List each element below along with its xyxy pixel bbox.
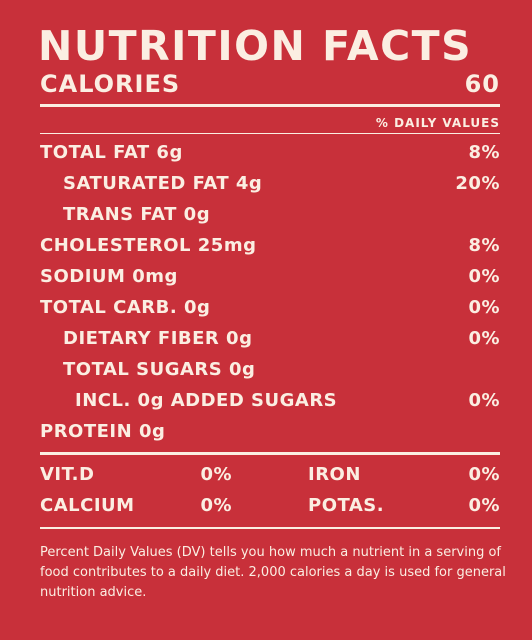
nutrient-label: TOTAL CARB. 0g [40,297,211,318]
calories-value: 60 [464,70,500,98]
daily-values-header: % DAILY VALUES [375,116,500,130]
nutrient-label: PROTEIN 0g [40,421,166,442]
nutrient-label: TOTAL FAT 6g [40,142,183,163]
nutrition-label: NUTRITION FACTS CALORIES 60 % DAILY VALU… [38,0,506,640]
nutrient-pct: 8% [468,235,500,256]
vitamin-label: VIT.D [40,464,95,485]
vitamin-row: CALCIUM 0% POTAS. 0% [40,491,500,522]
divider-thin [40,527,500,529]
mineral-pct: 0% [468,464,500,485]
mineral-pct: 0% [468,495,500,516]
calories-row: CALORIES 60 [40,70,500,98]
nutrient-label: TOTAL SUGARS 0g [63,359,256,380]
nutrient-label: CHOLESTEROL 25mg [40,235,257,256]
nutrient-row-cholesterol: CHOLESTEROL 25mg 8% [40,230,500,261]
nutrient-pct: 0% [468,297,500,318]
nutrient-row-protein: PROTEIN 0g [40,416,500,447]
nutrient-row-total-sugars: TOTAL SUGARS 0g [40,354,500,385]
divider-thick [40,104,500,107]
nutrient-row-sodium: SODIUM 0mg 0% [40,261,500,292]
nutrient-label: SATURATED FAT 4g [63,173,263,194]
nutrient-label: TRANS FAT 0g [63,204,211,225]
vitamin-label: CALCIUM [40,495,135,516]
nutrient-label: SODIUM 0mg [40,266,178,287]
divider-thin [40,133,500,134]
divider-thick [40,452,500,455]
nutrient-label: DIETARY FIBER 0g [63,328,253,349]
nutrient-row-dietary-fiber: DIETARY FIBER 0g 0% [40,323,500,354]
nutrient-pct: 0% [468,266,500,287]
calories-label: CALORIES [40,70,181,98]
vitamin-pct: 0% [200,495,232,516]
nutrient-row-added-sugars: INCL. 0g ADDED SUGARS 0% [40,385,500,416]
label-title: NUTRITION FACTS [38,22,473,70]
nutrient-label: INCL. 0g ADDED SUGARS [75,390,338,411]
nutrient-row-saturated-fat: SATURATED FAT 4g 20% [40,168,500,199]
vitamin-row: VIT.D 0% IRON 0% [40,460,500,491]
nutrient-pct: 8% [468,142,500,163]
vitamin-pct: 0% [200,464,232,485]
nutrient-row-trans-fat: TRANS FAT 0g [40,199,500,230]
nutrient-row-total-carb: TOTAL CARB. 0g 0% [40,292,500,323]
mineral-label: IRON [308,464,361,485]
nutrient-pct: 20% [455,173,500,194]
nutrient-pct: 0% [468,328,500,349]
nutrient-row-total-fat: TOTAL FAT 6g 8% [40,137,500,168]
daily-value-footnote: Percent Daily Values (DV) tells you how … [40,545,506,600]
nutrient-pct: 0% [468,390,500,411]
mineral-label: POTAS. [308,495,385,516]
